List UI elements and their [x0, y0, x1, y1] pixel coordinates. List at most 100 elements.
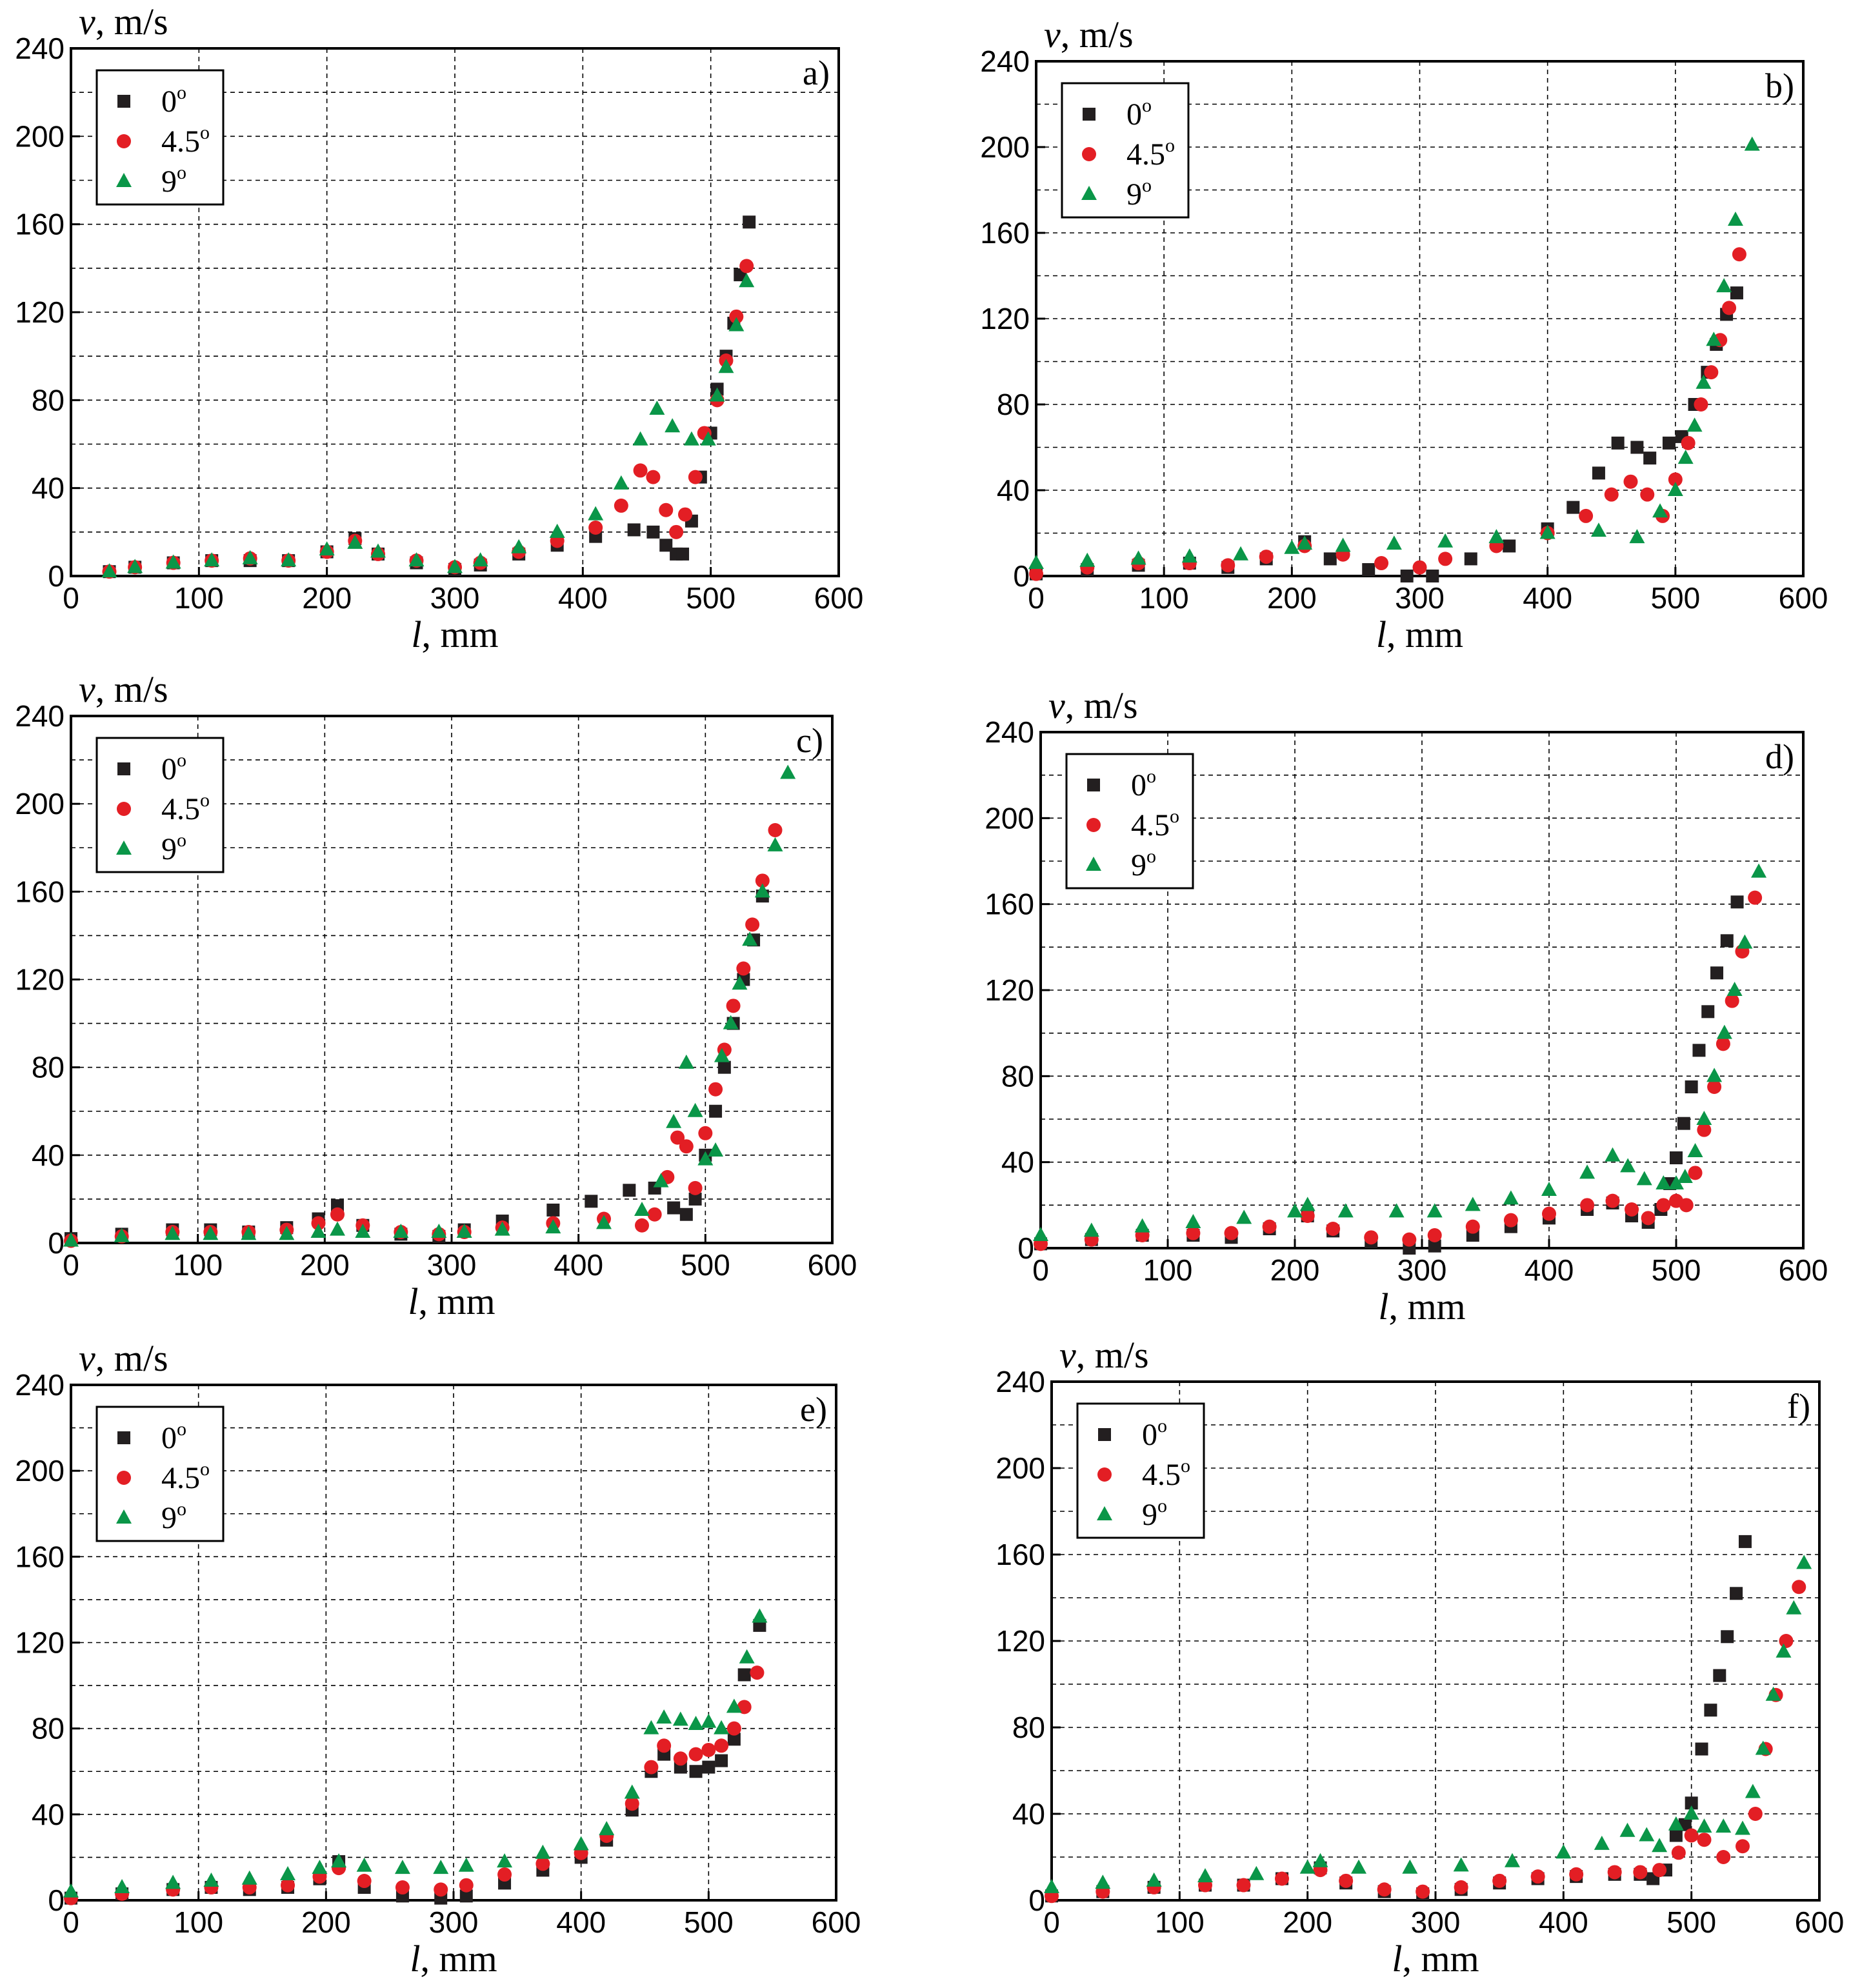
x-axis-title: l, mm [1378, 1286, 1465, 1327]
degree-superscript: o [177, 82, 186, 103]
data-point [1786, 1600, 1802, 1615]
x-axis-unit: , mm [1386, 613, 1463, 655]
data-point [1685, 1080, 1698, 1093]
degree-superscript: o [200, 790, 210, 811]
data-point [1590, 522, 1606, 537]
degree-superscript: o [1170, 806, 1179, 827]
x-tick-label: 100 [1143, 1253, 1193, 1287]
y-tick-label: 160 [15, 208, 65, 241]
data-point [1465, 1197, 1481, 1211]
x-tick-label: 100 [174, 1905, 223, 1939]
legend-label: 9o [1126, 175, 1152, 212]
legend-marker-circle [1097, 1467, 1112, 1482]
data-point [676, 547, 690, 561]
data-point [613, 475, 629, 490]
x-tick-label: 600 [814, 581, 864, 615]
data-point [700, 431, 716, 446]
data-point [101, 563, 117, 578]
data-point [683, 431, 699, 446]
data-point [659, 502, 674, 517]
series-triangle [1044, 1555, 1812, 1893]
data-point [1633, 1865, 1648, 1880]
data-point [1652, 1838, 1668, 1853]
x-tick-label: 300 [430, 581, 480, 615]
y-tick-label: 200 [980, 130, 1030, 164]
data-point [659, 539, 673, 552]
data-point [1692, 1044, 1706, 1057]
data-point [1300, 1209, 1315, 1223]
x-axis-variable: l [1392, 1938, 1402, 1980]
data-point [1339, 1873, 1354, 1888]
degree-superscript: o [1165, 135, 1175, 156]
data-point [688, 1747, 703, 1762]
data-point [729, 309, 744, 324]
data-point [688, 470, 703, 484]
data-point [623, 1184, 636, 1197]
data-point [702, 1760, 715, 1774]
y-axis-title: v, m/s [1044, 14, 1134, 55]
data-point [310, 1223, 326, 1238]
legend-label: 0o [1131, 766, 1156, 802]
series-square [1034, 895, 1744, 1255]
y-tick-label: 240 [15, 1368, 65, 1402]
y-tick-label: 120 [15, 1626, 65, 1660]
data-point [1695, 1742, 1708, 1756]
degree-superscript: o [200, 122, 210, 143]
data-point [736, 961, 751, 976]
data-point [1221, 558, 1236, 573]
degree-superscript: o [177, 830, 186, 851]
data-point [1185, 1214, 1201, 1228]
y-tick-label: 80 [32, 383, 65, 417]
y-tick-label: 40 [1001, 1146, 1034, 1179]
data-point [1556, 1844, 1572, 1859]
legend-value: 9 [1126, 177, 1142, 212]
data-point [1428, 1239, 1441, 1253]
x-axis-variable: l [1378, 1286, 1388, 1327]
data-point [715, 1754, 728, 1767]
data-point [1670, 1151, 1683, 1164]
data-point [1197, 1868, 1213, 1883]
data-point [742, 931, 758, 946]
data-point [546, 1203, 560, 1217]
data-point [1667, 482, 1683, 496]
x-tick-label: 0 [63, 1905, 79, 1939]
data-point [459, 1878, 474, 1893]
data-point [1259, 550, 1274, 564]
y-tick-label: 240 [15, 699, 65, 733]
legend-marker-triangle [1097, 1506, 1112, 1520]
data-point [1029, 566, 1043, 581]
series-square [65, 1618, 766, 1905]
data-point [708, 1142, 724, 1157]
data-point [1677, 1169, 1693, 1183]
data-point [114, 1879, 130, 1894]
legend-marker-circle [1086, 818, 1101, 832]
y-axis-unit: , m/s [1065, 684, 1138, 726]
data-point [656, 1709, 672, 1724]
data-point [511, 539, 527, 553]
data-point [726, 1698, 742, 1713]
data-point [635, 1218, 649, 1233]
x-tick-label: 100 [1155, 1905, 1205, 1939]
data-point [1726, 982, 1743, 996]
x-axis-unit: , mm [1402, 1938, 1479, 1980]
data-point [1669, 1829, 1683, 1842]
degree-superscript: o [1157, 1495, 1167, 1516]
x-tick-label: 500 [681, 1248, 730, 1282]
data-point [678, 507, 692, 522]
data-point [311, 1216, 326, 1231]
data-point [1607, 1865, 1622, 1880]
data-point [1299, 1859, 1316, 1874]
data-point [1503, 1190, 1519, 1205]
y-axis-title: v, m/s [79, 668, 168, 710]
data-point [165, 554, 181, 569]
legend-value: 9 [1142, 1498, 1157, 1532]
data-point [1335, 537, 1351, 552]
panel-label: f) [1787, 1387, 1810, 1426]
legend-box [95, 737, 225, 873]
data-point [670, 1130, 685, 1145]
data-point [647, 1207, 662, 1222]
